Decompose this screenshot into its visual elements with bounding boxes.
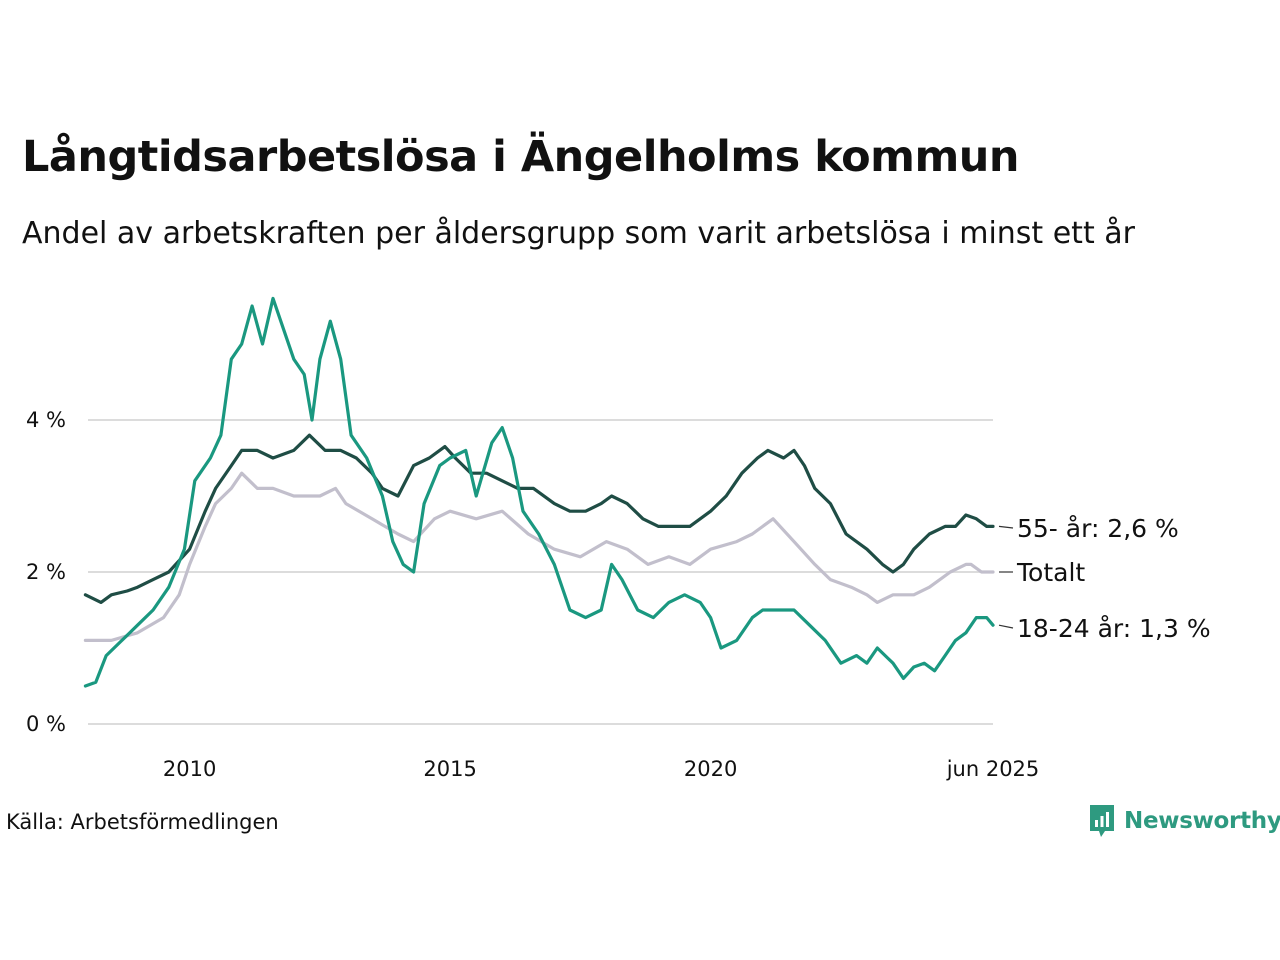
end-label-young: 18-24 år: 1,3 % [1017,614,1211,643]
end-label-connector-young [998,624,1014,629]
x-tick-label: 2015 [423,757,476,781]
series-line-old [83,433,995,604]
end-label-old: 55- år: 2,6 % [1017,514,1179,543]
end-label-connector-old [998,525,1014,529]
series-line-young [83,296,995,688]
y-tick-label: 4 % [26,408,66,432]
series-lines [83,296,995,688]
chart-title: Långtidsarbetslösa i Ängelholms kommun [22,132,1020,182]
newsworthy-logo-icon [1090,805,1114,837]
y-tick-label: 2 % [26,560,66,584]
x-tick-label: 2020 [684,757,737,781]
chart-subtitle: Andel av arbetskraften per åldersgrupp s… [22,216,1135,251]
series-end-labels: Totalt 55- år: 2,6 % 18-24 år: 1,3 % [998,514,1211,643]
source-note: Källa: Arbetsförmedlingen [6,810,279,834]
series-line-total [83,471,995,642]
y-axis-tick-labels: 0 % 2 % 4 % [26,408,66,736]
x-tick-label: jun 2025 [946,757,1040,781]
newsworthy-logo: Newsworthy [1088,803,1280,839]
end-label-total: Totalt [1016,558,1085,587]
x-tick-label: 2010 [163,757,216,781]
newsworthy-logo-text: Newsworthy [1124,808,1280,834]
y-tick-label: 0 % [26,712,66,736]
gridlines [88,419,993,725]
x-axis-tick-labels: 2010 2015 2020 jun 2025 [163,757,1039,781]
